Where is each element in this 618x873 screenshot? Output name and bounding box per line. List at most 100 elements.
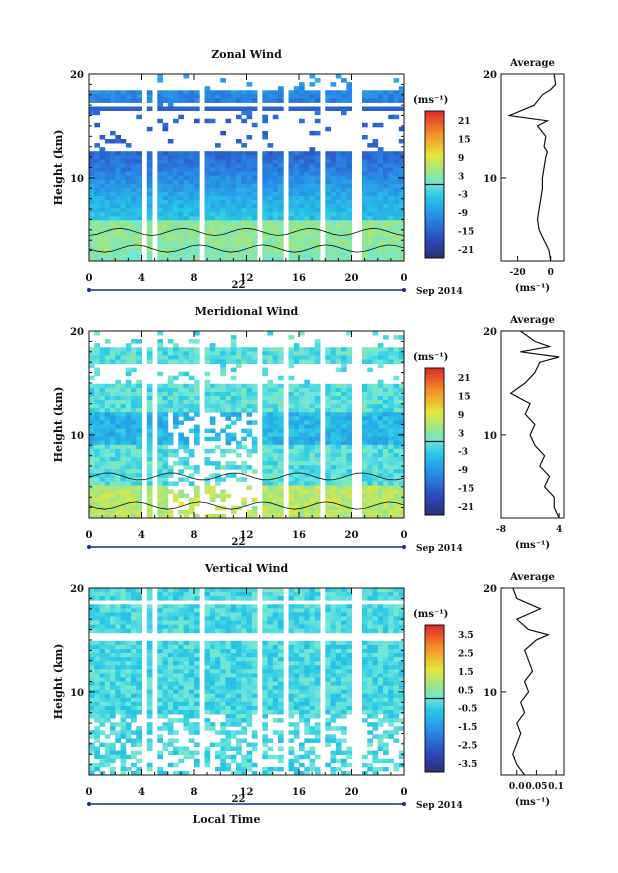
heatmap-cell (146, 473, 153, 478)
heatmap-cell (115, 163, 121, 168)
average-x-label: (ms⁻¹) (515, 540, 550, 551)
heatmap-cell (225, 669, 232, 674)
heatmap-cell (94, 444, 100, 450)
heatmap-cell (346, 592, 352, 597)
heatmap-cell (104, 428, 111, 434)
heatmap-cell (167, 620, 174, 625)
heatmap-cell (99, 224, 106, 229)
heatmap-cell (125, 420, 132, 425)
heatmap-cell (383, 359, 389, 364)
heatmap-cell (157, 183, 163, 189)
heatmap-cell (304, 359, 310, 364)
heatmap-cell (367, 404, 373, 409)
heatmap-cell (241, 685, 247, 691)
heatmap-cell (146, 497, 153, 503)
colorbar-segment (425, 374, 444, 378)
heatmap-cell (335, 400, 342, 405)
heatmap-cell (183, 175, 190, 181)
heatmap-cell (120, 408, 127, 413)
heatmap-cell (388, 673, 394, 678)
heatmap-cell (262, 661, 268, 666)
heatmap-cell (94, 616, 100, 621)
heatmap-cell (278, 608, 284, 613)
heatmap-cell (367, 98, 373, 103)
heatmap-cell (362, 501, 368, 507)
heatmap-cell (215, 640, 221, 646)
heatmap-cell (215, 400, 221, 405)
heatmap-cell (173, 383, 179, 389)
heatmap-cell (89, 228, 95, 233)
heatmap-cell (167, 608, 174, 613)
heatmap-cell (120, 493, 127, 499)
heatmap-cell (398, 383, 405, 389)
heatmap-cell (325, 485, 331, 490)
heatmap-cell (393, 175, 400, 181)
heatmap-cell (225, 256, 232, 262)
heatmap-cell (251, 208, 258, 213)
heatmap-cell (115, 453, 121, 458)
heatmap-cell (325, 155, 331, 160)
heatmap-cell (377, 191, 384, 197)
heatmap-cell (325, 457, 331, 462)
heatmap-cell (173, 408, 179, 413)
heatmap-cell (262, 677, 268, 682)
heatmap-cell (346, 179, 352, 185)
heatmap-cell (167, 248, 174, 254)
colorbar-tick-label: 3 (458, 172, 464, 182)
heatmap-cell (325, 106, 331, 111)
heatmap-cell (325, 208, 331, 213)
heatmap-cell (167, 596, 174, 601)
heatmap-cell (173, 183, 179, 189)
heatmap-cell (262, 355, 268, 360)
heatmap-cell (162, 191, 169, 197)
heatmap-cell (309, 387, 316, 393)
heatmap-cell (157, 118, 163, 124)
heatmap-cell (362, 465, 368, 470)
heatmap-cell (278, 383, 284, 389)
heatmap-cell (162, 412, 169, 417)
heatmap-cell (309, 408, 316, 413)
heatmap-cell (393, 620, 400, 625)
heatmap-cell (215, 90, 221, 95)
heatmap-cell (246, 665, 253, 670)
heatmap-cell (304, 493, 310, 499)
heatmap-cell (278, 681, 284, 686)
heatmap-cell (288, 588, 295, 593)
heatmap-cell (230, 628, 237, 634)
heatmap-cell (299, 396, 305, 401)
heatmap-cell (178, 412, 184, 417)
heatmap-cell (167, 196, 174, 201)
heatmap-cell (388, 252, 394, 258)
heatmap-cell (377, 624, 384, 630)
heatmap-cell (330, 432, 337, 438)
heatmap-cell (220, 392, 226, 397)
heatmap-cell (162, 453, 169, 458)
heatmap-cell (383, 347, 389, 352)
heatmap-cell (131, 485, 137, 490)
heatmap-cell (367, 204, 373, 209)
heatmap-cell (304, 98, 310, 103)
heatmap-cell (230, 171, 237, 177)
heatmap-cell (362, 183, 368, 189)
heatmap-cell (230, 420, 237, 425)
average-line (509, 330, 560, 519)
heatmap-cell (362, 644, 368, 650)
heatmap-cell (393, 420, 400, 425)
heatmap-cell (188, 244, 195, 250)
heatmap-cell (110, 685, 116, 691)
heatmap-cell (393, 661, 400, 666)
colorbar-segment (425, 172, 444, 176)
heatmap-cell (173, 244, 179, 250)
heatmap-cell (251, 163, 258, 168)
heatmap-cell (293, 355, 300, 360)
heatmap-cell (309, 412, 316, 417)
heatmap-cell (194, 200, 200, 205)
heatmap-cell (178, 653, 184, 658)
heatmap-cell (314, 440, 321, 446)
heatmap-cell (288, 657, 295, 662)
heatmap-cell (309, 204, 316, 209)
heatmap-cell (225, 244, 232, 250)
heatmap-cell (278, 497, 284, 503)
heatmap-cell (236, 412, 242, 417)
heatmap-cell (183, 94, 190, 99)
